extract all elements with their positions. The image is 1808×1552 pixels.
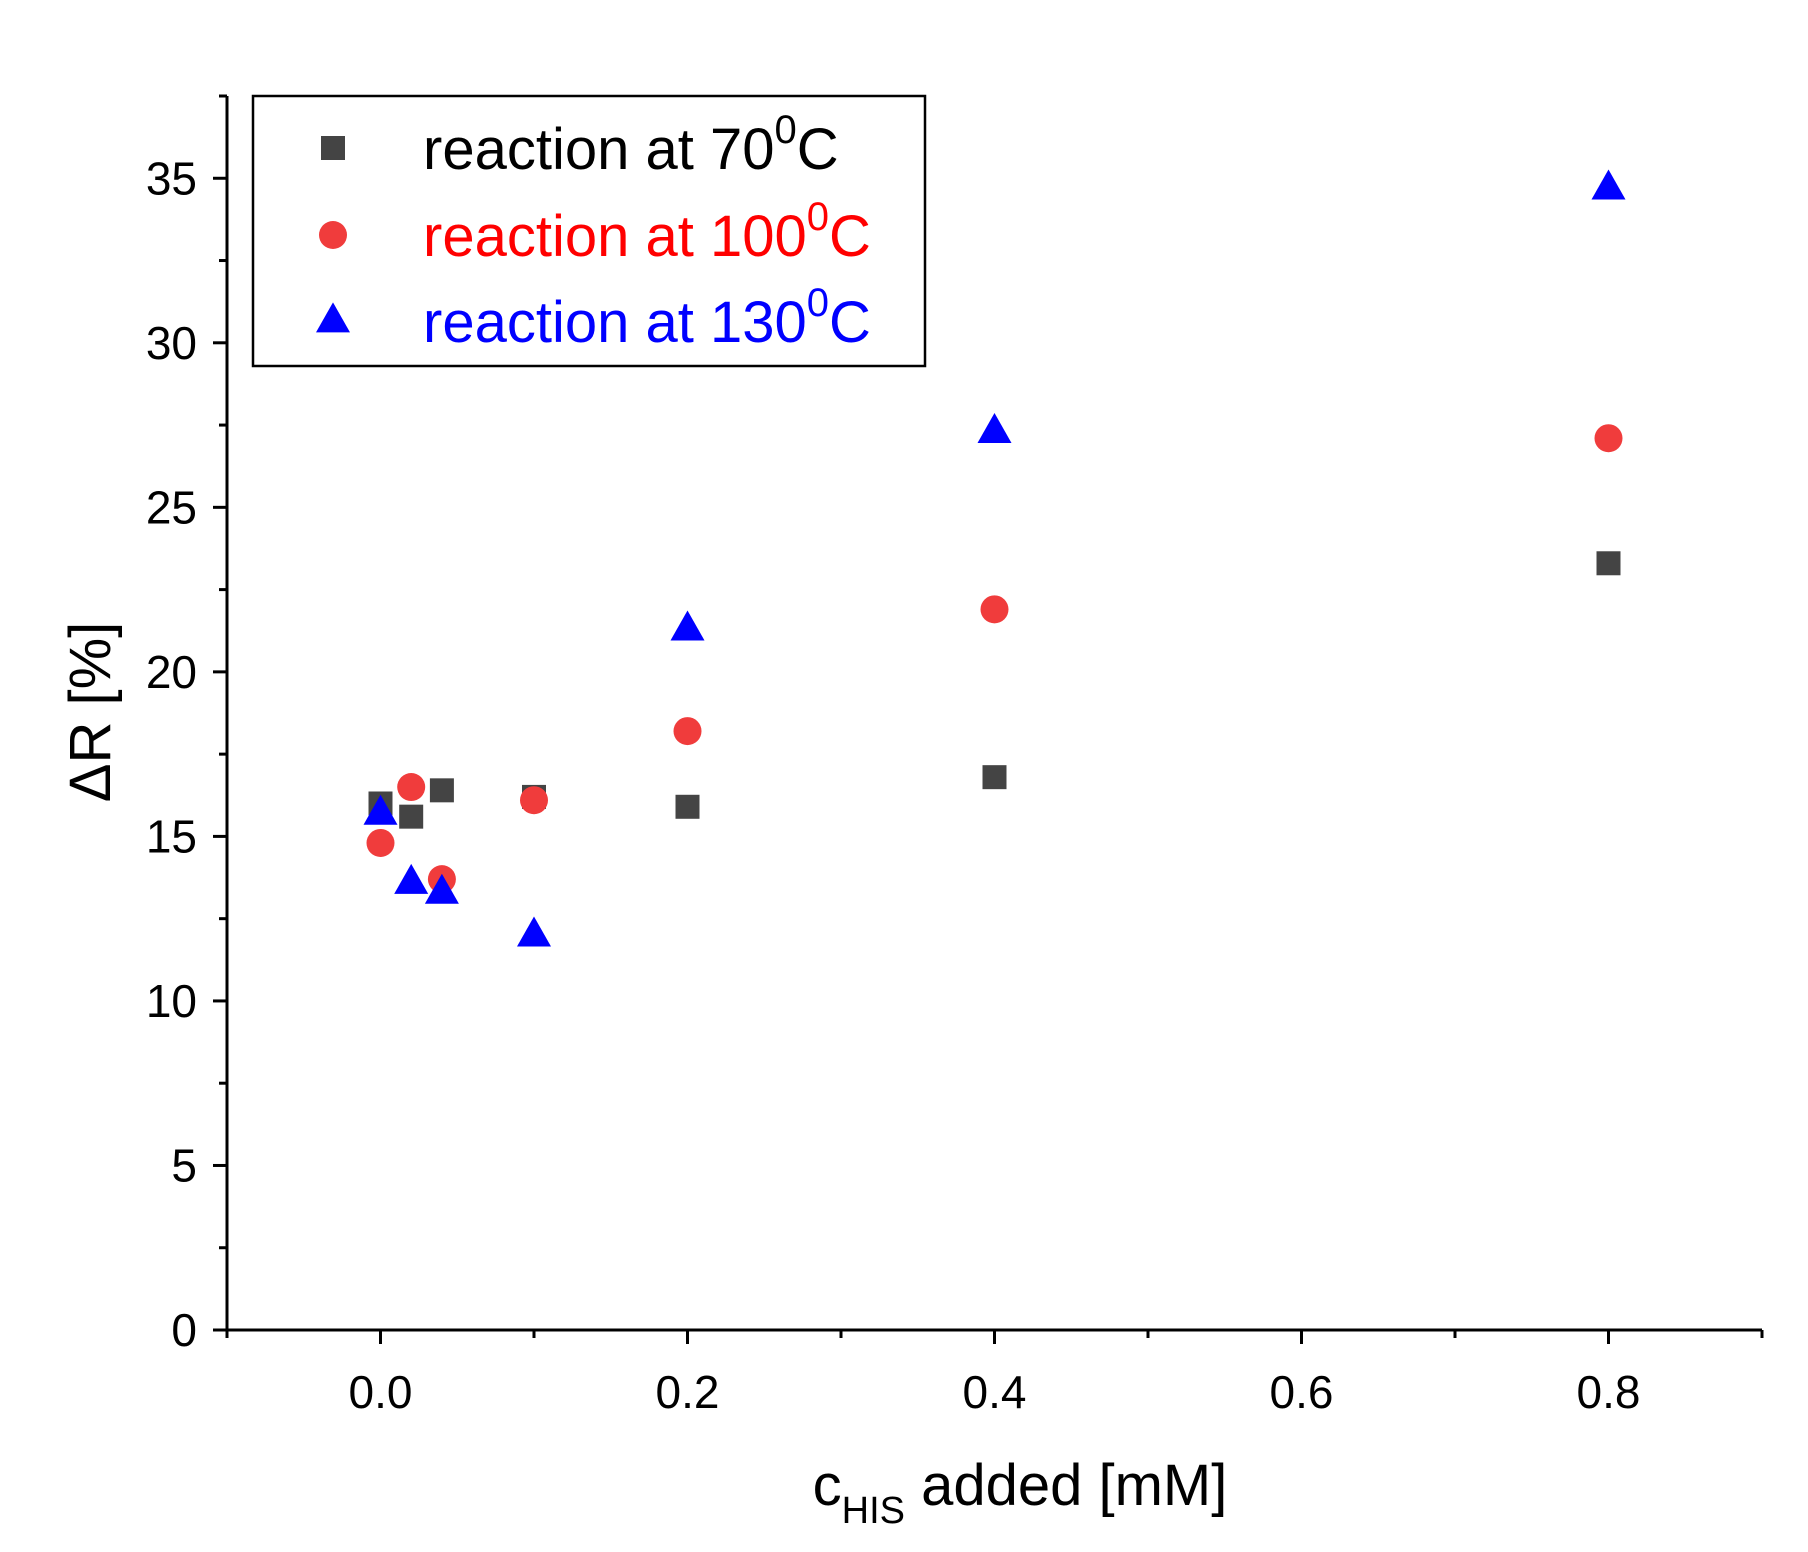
x-tick-label: 0.2 [656,1366,720,1418]
legend-box [251,94,927,368]
x-tick-label: 0.0 [349,1366,413,1418]
x-tick-label: 0.4 [963,1366,1027,1418]
data-point-triangle [363,794,398,825]
data-point-square [399,804,424,829]
x-axis-title-subscript: HIS [842,1490,905,1532]
y-axis-title: ΔR [%] [58,622,123,803]
x-axis-ticks: 0.0 0.2 0.4 0.6 0.8 [225,1330,1764,1418]
data-point-circle [520,786,548,815]
y-tick-label: 35 [146,152,197,204]
legend-label-sup: 0 [807,281,829,325]
y-tick-label: 30 [146,317,197,369]
data-point-triangle [670,610,705,641]
y-axis-ticks: 0 5 10 15 20 25 30 35 [146,94,227,1356]
legend-label-main: reaction at 100 [423,204,807,269]
legend-label-end: C [829,204,871,269]
x-axis-title: cHIS added [mM] [813,1453,1228,1532]
legend-label: reaction at 1000C [423,195,871,269]
data-point-triangle [1591,169,1626,200]
data-point-square [429,778,454,803]
data-point-square [982,765,1007,790]
y-tick-label: 5 [171,1139,197,1191]
legend-label-sup: 0 [807,195,829,239]
x-tick-label: 0.6 [1270,1366,1334,1418]
legend-marker-triangle [316,302,350,333]
y-tick-label: 15 [146,810,197,862]
y-tick-label: 20 [146,646,197,698]
data-point-circle [1594,424,1623,453]
legend-label: reaction at 700C [423,108,839,182]
data-points [363,169,1626,947]
legend-label: reaction at 1300C [423,281,871,355]
data-point-triangle [424,873,459,904]
y-tick-label: 25 [146,481,197,533]
legend-marker-circle [319,221,347,249]
series-triangle [363,169,1626,947]
legend-label-end: C [829,290,871,355]
data-point-square [675,794,700,819]
data-point-circle [980,595,1009,624]
data-point-square [1596,551,1621,576]
data-point-circle [366,828,395,857]
x-axis-title-main: c [813,1453,842,1518]
data-point-triangle [517,916,551,947]
legend-label-end: C [797,117,839,182]
y-tick-label: 0 [171,1304,197,1356]
legend-label-sup: 0 [774,108,796,152]
x-tick-label: 0.8 [1577,1366,1641,1418]
legend-label-main: reaction at 130 [423,290,807,355]
data-point-triangle [394,863,429,894]
x-axis-title-rest: added [mM] [905,1453,1227,1518]
legend-marker-square [321,136,345,160]
y-tick-label: 10 [146,975,197,1027]
data-point-circle [397,773,426,802]
data-point-circle [673,717,702,746]
legend-label-main: reaction at 70 [423,117,774,182]
data-point-triangle [977,413,1012,444]
